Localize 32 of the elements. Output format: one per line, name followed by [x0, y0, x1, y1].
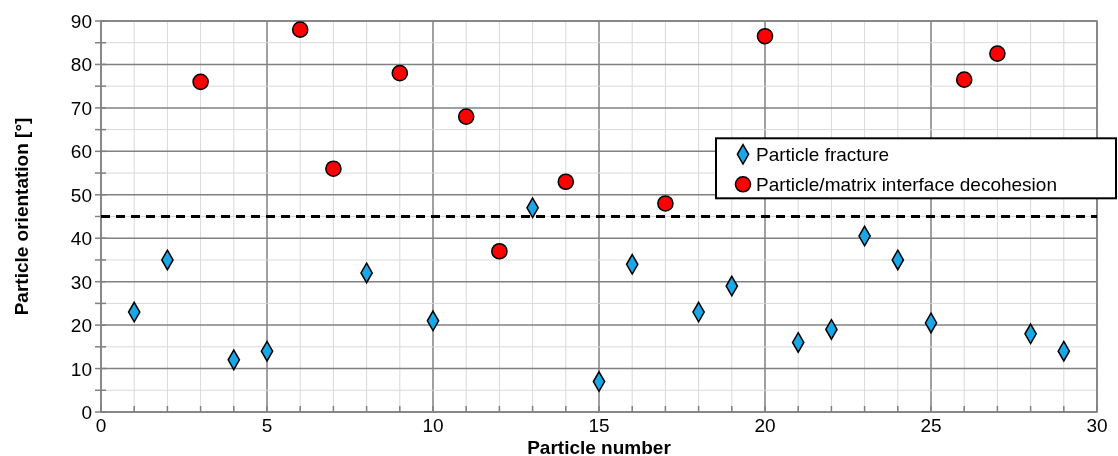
- y-tick-label: 90: [70, 11, 92, 32]
- legend-label: Particle fracture: [756, 144, 890, 166]
- point: [955, 71, 973, 88]
- y-tick-label: 60: [70, 141, 92, 163]
- point: [557, 173, 575, 191]
- point: [291, 21, 309, 38]
- point: [989, 45, 1006, 62]
- x-tick-label: 20: [754, 415, 776, 436]
- x-tick-label: 15: [588, 415, 610, 436]
- y-tick-label: 80: [70, 54, 92, 76]
- x-tick-label: 5: [261, 415, 273, 436]
- y-tick-label: 70: [70, 97, 92, 119]
- x-tick-label: 25: [920, 415, 942, 436]
- y-tick-label: 50: [70, 184, 92, 206]
- x-axis-title: Particle number: [527, 437, 672, 456]
- point: [192, 73, 209, 91]
- x-tick-label: 10: [422, 415, 444, 436]
- point: [491, 242, 508, 260]
- y-tick-label: 30: [70, 271, 92, 293]
- x-tick-label: 30: [1086, 415, 1108, 436]
- point: [657, 195, 674, 212]
- point: [756, 27, 774, 45]
- y-tick-label: 0: [81, 402, 92, 423]
- x-tick-label: 0: [95, 415, 107, 436]
- point: [391, 64, 409, 82]
- y-tick-label: 10: [70, 358, 92, 380]
- point: [457, 108, 475, 125]
- point: [325, 160, 342, 178]
- y-tick-label: 20: [70, 315, 92, 337]
- y-tick-label: 40: [70, 228, 92, 250]
- legend-label: Particle/matrix interface decohesion: [756, 174, 1057, 196]
- y-axis-title: Particle orientation [°]: [11, 117, 32, 316]
